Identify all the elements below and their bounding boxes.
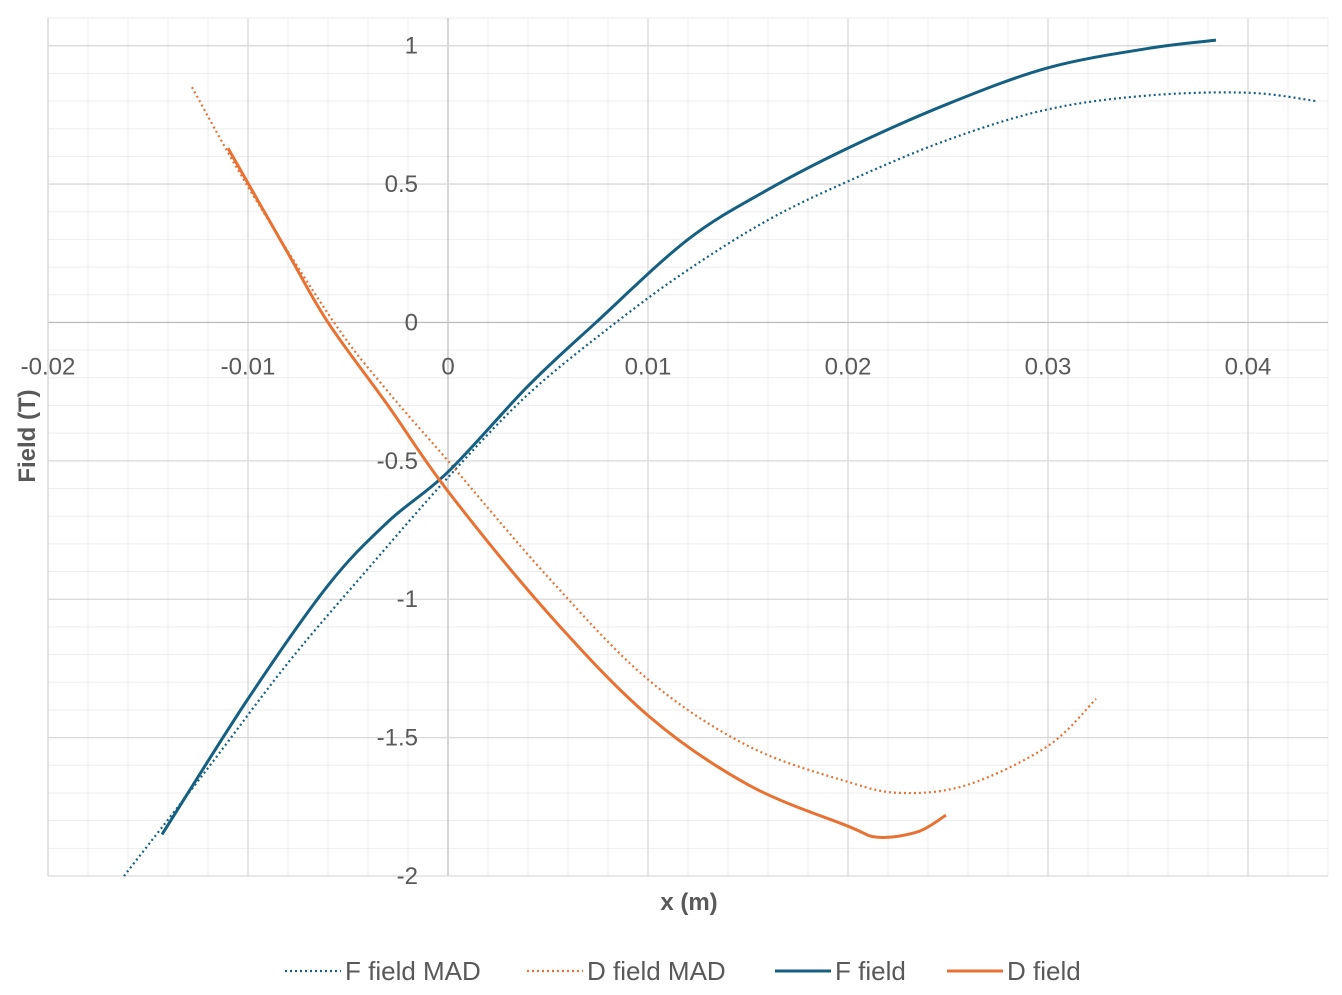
legend-label: F field MAD (345, 956, 481, 986)
y-tick-label: -0.5 (377, 448, 418, 475)
y-tick-label: 1 (405, 33, 418, 60)
x-tick-label: -0.02 (21, 353, 76, 380)
y-tick-label: -2 (397, 863, 418, 890)
series-d-field (226, 147, 947, 839)
y-tick-label: -1 (397, 586, 418, 613)
y-tick-label: -1.5 (377, 725, 418, 752)
x-axis-label: x (m) (660, 889, 717, 916)
legend-label: D field MAD (587, 956, 726, 986)
y-tick-label: 0.5 (385, 171, 418, 198)
x-tick-label: -0.01 (221, 353, 276, 380)
y-tick-labels: -2 -1.5 -1 -0.5 0 0.5 1 (377, 33, 418, 890)
legend-label: D field (1007, 956, 1081, 986)
x-tick-label: 0.02 (825, 353, 872, 380)
x-tick-labels: -0.02 -0.01 0 0.01 0.02 0.03 0.04 (21, 353, 1272, 380)
series-d-field-mad (191, 86, 1097, 795)
major-gridlines (47, 18, 1328, 877)
y-axis-label: Field (T) (14, 389, 41, 482)
legend-label: F field (835, 956, 906, 986)
x-tick-label: 0.03 (1025, 353, 1072, 380)
series-f-field (160, 38, 1217, 836)
legend: F field MAD D field MAD F field D field (285, 956, 1081, 986)
x-tick-label: 0 (441, 353, 454, 380)
series-f-field-mad (123, 91, 1317, 877)
series-lines (123, 38, 1317, 877)
y-tick-label: 0 (405, 309, 418, 336)
x-tick-label: 0.04 (1225, 353, 1272, 380)
x-tick-label: 0.01 (625, 353, 672, 380)
